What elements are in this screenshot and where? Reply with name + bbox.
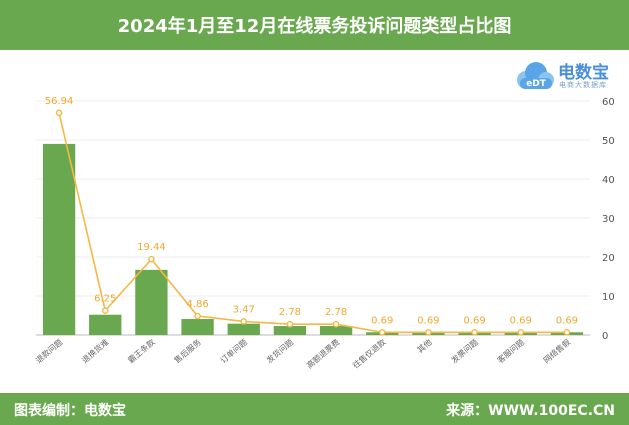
bar [42,143,76,335]
x-tick-label: 发货问题 [264,337,295,365]
data-label: 3.47 [233,304,255,315]
x-tick-label: 退换货难 [80,337,111,365]
y-tick-label: 10 [602,292,615,303]
data-label: 0.69 [510,315,532,326]
footer-bar: 图表编制：电数宝 来源：WWW.100EC.CN [0,393,629,425]
data-label: 56.94 [45,96,74,107]
line-point [471,329,478,336]
x-tick-label: 退款问题 [33,337,64,365]
logo-brand-text: 电数宝 [558,63,609,83]
grid-lines [36,100,590,336]
line-point [55,109,63,117]
line-point [332,320,340,328]
x-axis: 退款问题 退换货难 霸王条款 售后服务 订单问题 发货问题 高额退票费 往售仅退款 其他 发票问题… [33,337,572,370]
line-path [58,112,567,334]
x-tick-label: 霸王条款 [126,337,157,365]
data-label: 2.78 [325,307,347,318]
footer-credit: 图表编制：电数宝 [14,403,126,419]
chart-title: 2024年1月至12月在线票务投诉问题类型占比图 [0,0,629,50]
x-tick-label: 发票问题 [449,337,480,365]
x-tick-label: 订单问题 [218,337,249,365]
x-tick-label: 客服问题 [495,337,526,365]
line-point [101,307,109,314]
bar-line-chart: 56.94 6.25 19.44 4.86 3.47 2.78 2.78 0.69 0.69 0.… [33,96,615,370]
line-point [378,329,386,336]
line-point [517,329,525,336]
y-tick-label: 0 [602,331,608,342]
logo-icon-text: eDT [526,79,547,89]
line-point [194,312,201,320]
line-series [55,109,571,336]
bar [89,314,122,335]
line-point [240,318,248,325]
logo-sub-text: 电商大数据库 [559,81,607,89]
bar [273,326,307,335]
brand-logo: eDT 电数宝 电商大数据库 [512,58,622,94]
data-label: 0.69 [463,315,485,326]
data-label: 6.25 [94,294,116,305]
x-tick-label: 高额退票费 [304,337,341,370]
x-tick-label: 售后服务 [172,337,203,365]
line-point [148,255,155,263]
y-tick-label: 30 [602,214,615,225]
cloud-logo-icon: eDT [517,62,554,89]
line-point [425,329,432,336]
bar [227,323,260,335]
bar-series [42,143,584,335]
data-label: 0.69 [417,315,439,326]
line-point [286,320,294,328]
data-label: 19.44 [137,242,166,253]
y-tick-label: 50 [602,136,615,147]
y-tick-label: 40 [602,175,615,186]
bar [135,269,168,335]
data-label: 2.78 [279,307,301,318]
bar [181,319,214,335]
x-tick-label: 其他 [415,337,434,355]
data-label: 0.69 [556,315,578,326]
footer-source: 来源：WWW.100EC.CN [446,403,615,419]
x-tick-label: 网络售假 [541,337,572,365]
x-tick-label: 往售仅退款 [350,337,387,370]
data-label: 4.86 [186,299,208,310]
data-labels: 56.94 6.25 19.44 4.86 3.47 2.78 2.78 0.69 0.69 0.… [45,96,578,326]
y-axis: 0 10 20 30 40 50 60 [602,97,615,342]
line-point [563,329,571,336]
y-tick-label: 20 [602,253,615,264]
data-label: 0.69 [371,315,393,326]
bar [319,326,353,335]
y-tick-label: 60 [602,97,615,108]
